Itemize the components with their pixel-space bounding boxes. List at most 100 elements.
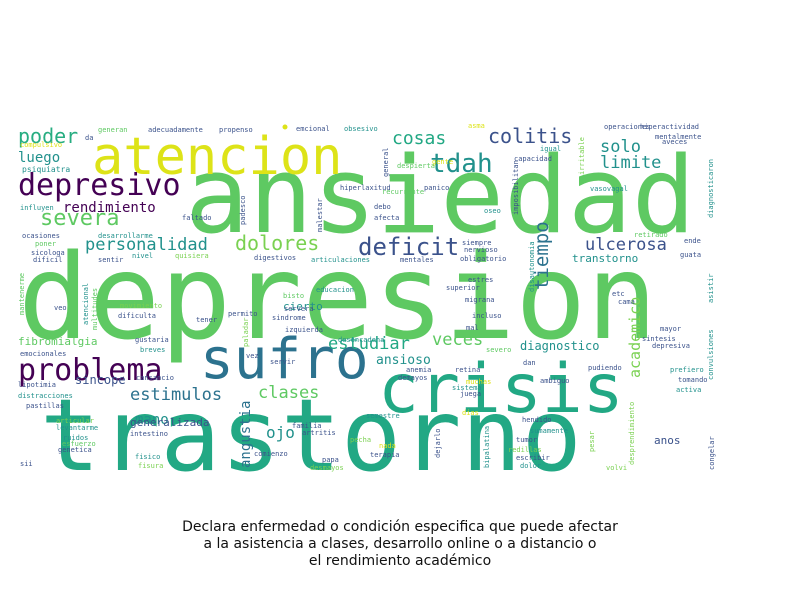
caption-line-2: a la asistencia a clases, desarrollo onl… xyxy=(203,536,597,552)
word-multitudes: multitudes xyxy=(91,288,99,330)
word-dolores: dolores xyxy=(235,231,319,255)
word-muchas: muchas xyxy=(466,378,491,386)
word-academico: academico xyxy=(626,297,644,378)
word-clases: clases xyxy=(258,383,319,403)
word-pecha: pecha xyxy=(350,436,371,444)
word-mantenerme: mantenerme xyxy=(18,273,26,315)
word-ambiguo: ambiguo xyxy=(540,377,570,385)
word-familia: familia xyxy=(292,422,322,430)
word-servir: servir xyxy=(270,358,295,366)
word-gustaria: gustaria xyxy=(135,336,169,344)
word-vez: vez xyxy=(246,352,259,360)
word-asma: asma xyxy=(468,122,485,130)
word-mal: mal xyxy=(466,324,479,332)
word-ende: ende xyxy=(684,237,701,245)
word-ansioso: ansioso xyxy=(376,353,431,368)
word-malestar: malestar xyxy=(316,198,324,232)
word-ansiedad: ansiedad xyxy=(185,134,696,257)
word-articulaciones: articulaciones xyxy=(311,256,370,264)
word-breves: breves xyxy=(140,346,165,354)
word-izquierda: izquierda xyxy=(285,326,323,334)
word-emcional: emcional xyxy=(296,125,330,133)
word-deficit: deficit xyxy=(358,233,459,261)
word-diagnosticaron: diagnosticaron xyxy=(707,159,715,218)
word-general: general xyxy=(382,147,390,177)
word-fisico: fisico xyxy=(135,453,160,461)
word-poder: poder xyxy=(18,124,78,148)
word-sistema: sistema xyxy=(452,384,482,392)
word-tumor: tumor xyxy=(516,436,537,444)
word-hiperactividad: hiperactividad xyxy=(640,123,699,131)
word-veo: veo xyxy=(54,304,67,312)
word-debo: debo xyxy=(374,203,391,211)
word-mentales: mentales xyxy=(400,256,434,264)
word-tdah: tdah xyxy=(430,149,493,179)
word-operaciones: operaciones xyxy=(604,123,650,131)
word-vasovagal: vasovagal xyxy=(590,185,628,193)
word-convulsiones: convulsiones xyxy=(707,329,715,380)
word-faltado: faltado xyxy=(182,214,212,222)
word-permito: permito xyxy=(228,310,258,318)
word-ojo: ojo xyxy=(266,423,295,442)
word-depresivo: depresivo xyxy=(18,168,181,203)
word-bisto: bisto xyxy=(283,292,304,300)
word-cama: cama xyxy=(618,298,635,306)
stray-dot xyxy=(282,124,288,130)
word-desarrollarme: desarrollarme xyxy=(98,232,153,240)
word-obligatorio: obligatorio xyxy=(460,255,506,263)
word-estudiar: estudiar xyxy=(328,334,410,354)
word-papa: papa xyxy=(322,456,339,464)
word-veces: veces xyxy=(432,330,483,350)
word-sii: sii xyxy=(20,460,33,468)
word-adecuadamente: adecuadamente xyxy=(148,126,203,134)
word-sumamente: sumamente xyxy=(530,427,568,435)
word-quisiera: quisiera xyxy=(175,252,209,260)
word-recurrente: recurrente xyxy=(382,188,424,196)
word-padesco: padesco xyxy=(239,195,247,225)
word-atencion: atencion xyxy=(92,127,342,187)
word-desencadena: desencadena xyxy=(338,336,384,344)
word-afecta: afecta xyxy=(374,214,399,222)
word-mentalmente: mentalmente xyxy=(655,133,701,141)
word-estres: estres xyxy=(468,276,493,284)
word-luego: luego xyxy=(18,150,60,166)
word-ocasiones: ocasiones xyxy=(22,232,60,240)
word-esfuerzo: esfuerzo xyxy=(62,440,96,448)
word-lipotimia: lipotimia xyxy=(18,381,56,389)
word-terapia: terapia xyxy=(370,451,400,459)
word-cansancio: cansancio xyxy=(136,374,174,382)
word-compulsivo: compulsivo xyxy=(20,141,62,149)
word-aveces: aveces xyxy=(662,138,687,146)
word-depresiva: depresiva xyxy=(652,342,690,350)
word-gente: gente xyxy=(432,158,453,166)
word-diagnostico: diagnostico xyxy=(520,339,599,353)
caption-line-1: Declara enfermedad o condición especific… xyxy=(182,519,618,535)
word-oseo: oseo xyxy=(484,207,501,215)
word-redillas: redillas xyxy=(508,446,542,454)
word-panico: panico xyxy=(424,184,449,192)
word-problema: problema xyxy=(18,353,163,388)
word-ruidos: ruidos xyxy=(63,434,88,442)
word-hendido: hendido xyxy=(522,416,552,424)
word-migrana: migrana xyxy=(465,296,495,304)
word-dejarlo: dejarlo xyxy=(434,428,442,458)
word-superior: superior xyxy=(446,284,480,292)
word-escribir: escribir xyxy=(516,454,550,462)
word-despierta: despierta xyxy=(397,162,435,170)
word-irritable: irritable xyxy=(578,137,586,175)
word-obsesivo: obsesivo xyxy=(344,125,378,133)
word-desmayos: desmayos xyxy=(310,464,344,472)
word-incluso: incluso xyxy=(472,312,502,320)
word-retirado: retirado xyxy=(634,231,668,239)
word-cierto: cierto xyxy=(283,300,323,313)
word-estimulos: estimulos xyxy=(130,385,222,405)
word-guata: guata xyxy=(680,251,701,259)
word-personalidad: personalidad xyxy=(85,235,208,255)
word-servera: servera xyxy=(284,305,314,313)
word-semestre: semestre xyxy=(366,412,400,420)
word-distracciones: distracciones xyxy=(18,392,73,400)
word-generan: generan xyxy=(98,126,128,134)
word-comienzo: comienzo xyxy=(254,450,288,458)
word-juega: juega xyxy=(460,390,481,398)
word-digestivos: digestivos xyxy=(254,254,296,262)
